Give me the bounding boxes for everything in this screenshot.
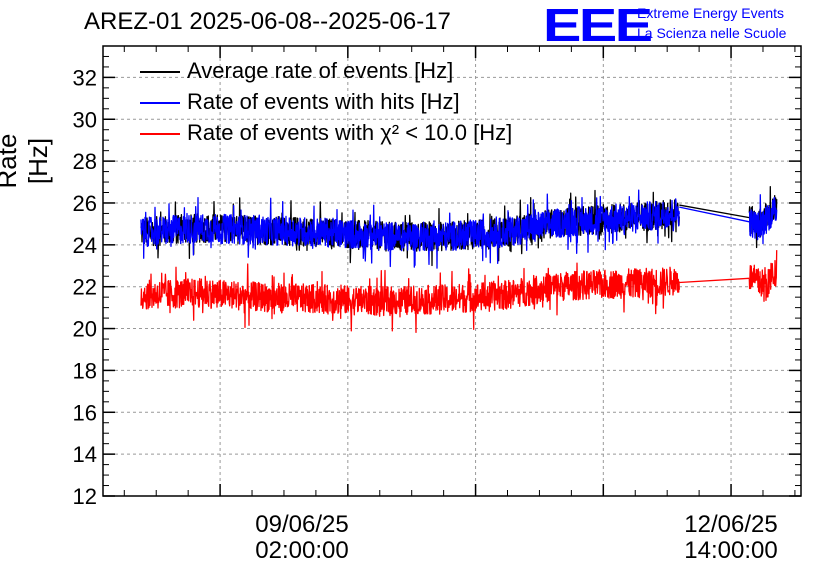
series-line-2-segment-2 (748, 250, 778, 302)
y-tick-label: 22 (73, 275, 97, 300)
org-name: Extreme Energy Events La Scienza nelle S… (637, 3, 786, 43)
y-tick-label: 28 (73, 149, 97, 174)
axes-group: 12 14 16 18 20 22 24 26 28 30 32 (73, 46, 801, 509)
y-tick-label: 32 (73, 65, 97, 90)
legend-swatch-chi2 (140, 133, 180, 135)
series-line-1-segment-2 (748, 194, 778, 245)
y-axis-label: Rate [Hz] (0, 133, 53, 189)
legend-label-average: Average rate of events [Hz] (187, 58, 454, 83)
x-tick-label-1: 09/06/25 02:00:00 (232, 512, 372, 564)
series-line-2-segment-1 (679, 277, 750, 284)
series-line-1-segment-1 (679, 206, 750, 223)
chart-title: AREZ-01 2025-06-08--2025-06-17 (84, 8, 451, 35)
org-line-1: Extreme Energy Events (637, 5, 785, 21)
y-tick-label: 14 (73, 442, 97, 467)
x-tick-date-2: 12/06/25 (684, 511, 778, 538)
eee-logo: EEE (543, 0, 653, 51)
y-tick-label: 16 (73, 400, 97, 425)
legend-label-hits: Rate of events with hits [Hz] (187, 89, 460, 114)
series-line-2-segment-0 (140, 262, 680, 334)
y-tick-label: 18 (73, 358, 97, 383)
y-tick-label: 12 (73, 484, 97, 509)
legend-swatch-average (140, 71, 180, 73)
x-tick-label-2: 12/06/25 14:00:00 (661, 512, 801, 564)
series-group (140, 186, 778, 334)
legend-swatch-hits (140, 102, 180, 104)
series-line-1-segment-0 (140, 189, 680, 269)
y-tick-label: 20 (73, 317, 97, 342)
y-tick-label: 26 (73, 191, 97, 216)
x-tick-time-1: 02:00:00 (255, 537, 349, 564)
series-line-0-segment-1 (679, 204, 750, 219)
y-tick-label: 30 (73, 107, 97, 132)
plot-frame (102, 45, 802, 497)
org-line-2: La Scienza nelle Scuole (637, 25, 787, 41)
legend-label-chi2: Rate of events with χ² < 10.0 [Hz] (187, 120, 513, 145)
x-tick-date-1: 09/06/25 (255, 511, 349, 538)
x-tick-time-2: 14:00:00 (684, 537, 778, 564)
y-tick-label: 24 (73, 233, 97, 258)
